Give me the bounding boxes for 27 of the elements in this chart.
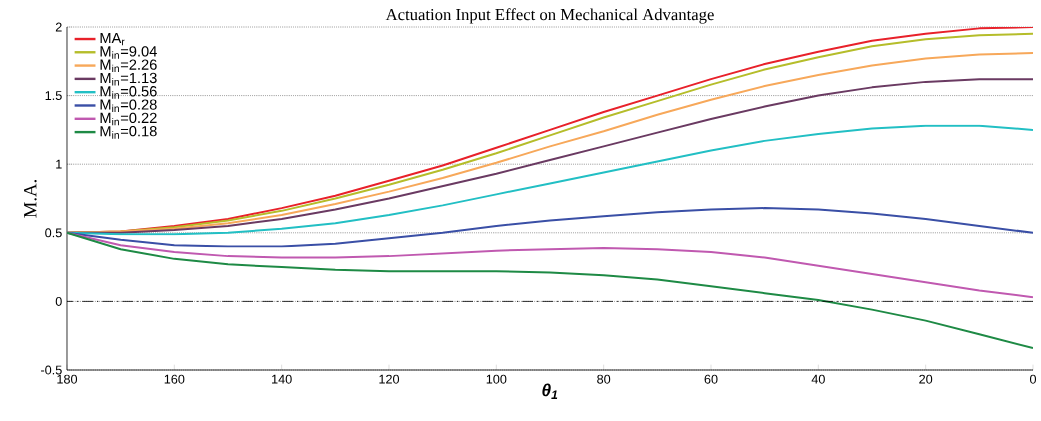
y-tick-label: 2 [55,22,62,32]
x-tick-label: 80 [597,374,611,384]
x-tick-label: 140 [272,374,292,384]
legend-label: M$_{in}$=9.04 [100,46,157,59]
y-tick-label: -0.5 [41,365,62,375]
legend-label: M$_{in}$=0.28 [100,99,157,113]
x-tick-label: 120 [379,374,400,384]
x-axis-title: θ$_{1}$ [542,383,558,399]
x-tick-label: 180 [57,374,78,384]
x-tick-label: 160 [164,374,185,384]
chart-title: Actuation Input Effect on Mechanical Advantage [385,8,714,24]
y-tick-label: 0 [55,296,62,306]
x-tick-label: 40 [811,374,825,384]
legend-label: M$_{in}$=1.13 [100,72,157,86]
y-axis-title: M.A. [24,180,37,218]
x-tick-label: 60 [704,374,718,384]
legend-label: M$_{in}$=2.26 [100,59,157,73]
y-tick-label: 0.5 [45,228,62,238]
legend-label: M$_{in}$=0.56 [100,86,157,99]
x-tick-label: 0 [1029,374,1037,384]
legend-label: M$_{in}$=0.18 [100,126,157,139]
x-tick-label: 100 [486,374,507,384]
legend-label: M$_{in}$=0.22 [100,112,157,126]
x-tick-label: 20 [919,374,933,384]
y-tick-label: 1 [56,159,62,169]
legend-label: MA$_{r}$ [100,33,125,46]
y-tick-label: 1.5 [45,91,62,101]
